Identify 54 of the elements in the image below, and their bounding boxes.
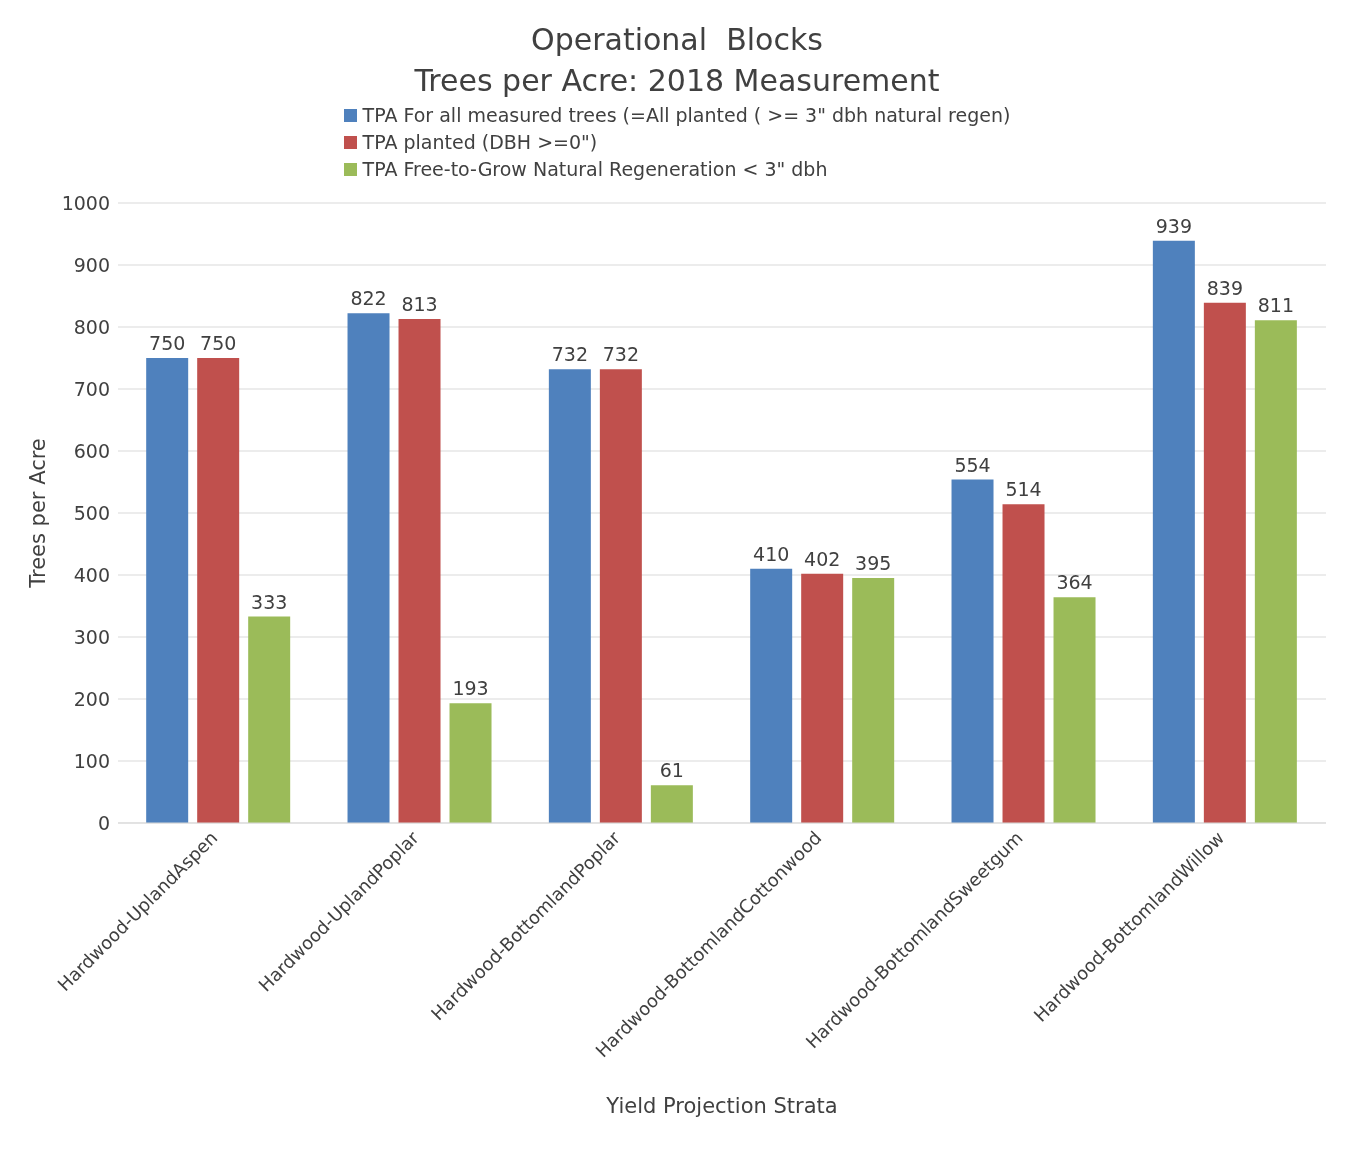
legend-label: TPA planted (DBH >=0") [362,130,598,155]
data-label: 811 [1257,294,1294,317]
bar [347,313,390,823]
data-label: 750 [149,332,186,354]
bar [146,358,189,823]
bar [599,369,642,823]
y-tick-label: 900 [73,253,110,276]
bar [398,318,441,823]
data-label: 939 [1155,214,1192,237]
bar [248,616,291,823]
data-label: 750 [200,332,237,354]
y-tick-label: 1000 [61,191,110,214]
bar [1203,302,1246,823]
bar [197,358,240,823]
data-label: 813 [401,292,438,315]
data-label: 364 [1056,571,1093,594]
y-tick-label: 100 [73,749,110,772]
legend-label: TPA For all measured trees (=All planted ( >= 3" dbh natural regen) [362,103,1011,128]
bar [650,785,693,823]
bar [1053,597,1096,823]
bar [548,369,591,823]
data-label: 839 [1206,276,1243,299]
bar [951,479,994,823]
y-tick-label: 700 [73,377,110,400]
data-label: 395 [855,552,892,575]
y-tick-label: 500 [73,501,110,524]
bar [449,703,492,823]
data-label: 61 [659,759,684,782]
bar [1254,320,1297,823]
bar [1002,504,1045,823]
bar [801,573,844,823]
data-label: 410 [753,542,790,565]
y-tick-label: 300 [73,625,110,648]
data-label: 193 [452,677,489,700]
y-tick-label: 0 [97,811,110,834]
bar [1152,240,1195,823]
data-label: 514 [1005,478,1042,501]
data-label: 732 [602,343,639,366]
data-label: 554 [954,453,991,476]
bar [750,568,793,823]
y-tick-label: 600 [73,439,110,462]
x-axis-title: Yield Projection Strata [605,1094,838,1118]
legend-label: TPA Free-to-Grow Natural Regeneration < 3" dbh [362,157,828,182]
chart-subtitle: Trees per Acre: 2018 Measurement [413,63,941,98]
y-axis-title: Trees per Acre [26,438,51,589]
data-label: 822 [350,287,387,310]
chart-title: Operational Blocks [530,22,824,57]
data-label: 333 [251,590,288,613]
data-label: 732 [551,343,588,366]
data-label: 402 [804,547,841,570]
y-tick-label: 400 [73,563,110,586]
y-tick-label: 800 [73,315,110,338]
bar [852,578,895,823]
y-tick-label: 200 [73,687,110,710]
